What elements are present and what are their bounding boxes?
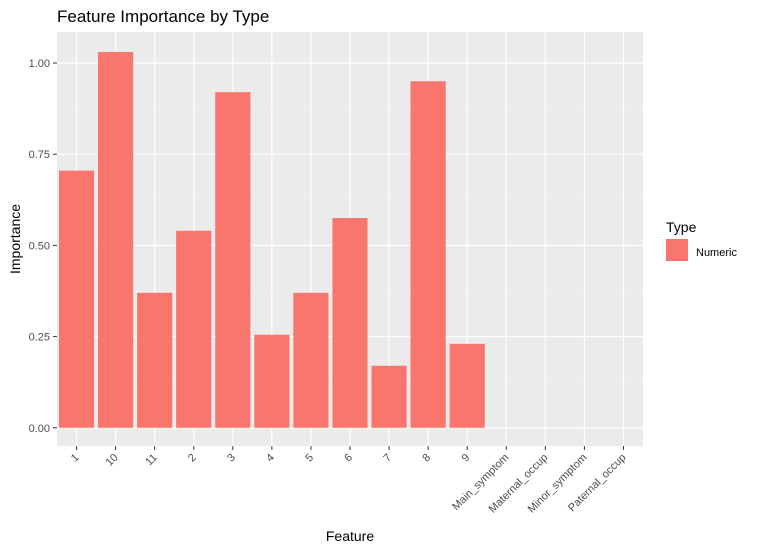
chart-title: Feature Importance by Type bbox=[57, 7, 269, 26]
bar-6 bbox=[332, 218, 368, 428]
x-tick-label: 6 bbox=[342, 452, 355, 465]
x-axis: 1 10 11 2 3 4 5 6 7 8 9Main_symptomMaternal_occupM… bbox=[69, 446, 629, 515]
y-tick-label: 0.75 bbox=[29, 149, 50, 161]
bar-8 bbox=[410, 81, 446, 428]
legend-title: Type bbox=[666, 219, 697, 235]
legend-label: Numeric bbox=[696, 247, 737, 259]
y-axis: 0.00 0.25 0.50 0.75 1.00 bbox=[29, 58, 57, 435]
y-tick-label: 0.00 bbox=[29, 423, 50, 435]
x-tick-label: 11 bbox=[143, 452, 160, 469]
bar-3 bbox=[215, 92, 251, 428]
legend-key bbox=[666, 239, 688, 261]
x-axis-title: Feature bbox=[326, 528, 374, 544]
bars bbox=[58, 52, 485, 428]
bar-9 bbox=[449, 343, 485, 428]
x-tick-label: 5 bbox=[303, 452, 316, 465]
bar-5 bbox=[293, 292, 329, 428]
x-tick-label: 7 bbox=[381, 452, 394, 465]
legend: Type Numeric bbox=[666, 219, 737, 261]
x-tick-label: 8 bbox=[420, 452, 433, 465]
bar-1 bbox=[58, 170, 95, 428]
y-axis-title: Importance bbox=[7, 204, 23, 274]
bar-10 bbox=[98, 52, 134, 428]
bar-2 bbox=[176, 230, 212, 428]
y-tick-label: 1.00 bbox=[29, 58, 50, 70]
x-tick-label: 9 bbox=[460, 452, 473, 465]
x-tick-label: 3 bbox=[225, 452, 238, 465]
x-tick-label: 1 bbox=[69, 452, 82, 465]
x-tick-label: 2 bbox=[186, 452, 199, 465]
x-tick-label: 10 bbox=[104, 452, 121, 469]
bar-4 bbox=[254, 334, 290, 428]
y-tick-label: 0.50 bbox=[29, 240, 50, 252]
y-tick-label: 0.25 bbox=[29, 332, 50, 344]
bar-11 bbox=[137, 292, 173, 428]
x-tick-label: 4 bbox=[264, 452, 277, 465]
bar-7 bbox=[371, 365, 407, 428]
